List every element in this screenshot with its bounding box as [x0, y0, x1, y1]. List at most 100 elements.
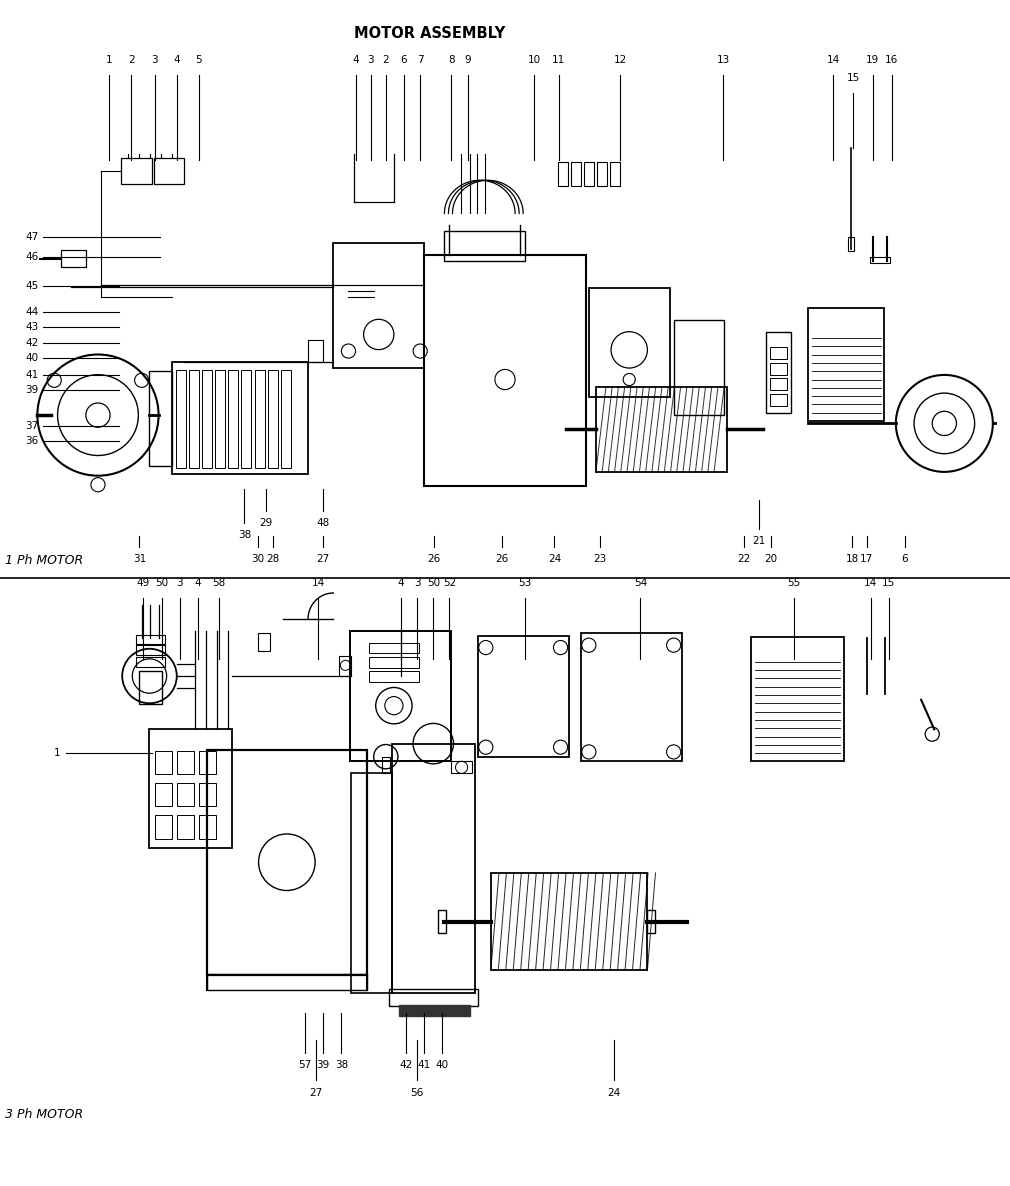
Bar	[382, 757, 390, 773]
Bar	[199, 751, 216, 774]
Text: 44: 44	[25, 307, 38, 317]
Text: 40: 40	[25, 353, 38, 363]
Bar	[770, 394, 787, 406]
Text: 37: 37	[25, 421, 38, 431]
Bar	[177, 751, 194, 774]
Bar	[596, 387, 727, 472]
Text: 19: 19	[866, 56, 880, 65]
Text: 3: 3	[414, 579, 420, 588]
Bar	[597, 162, 607, 186]
Bar	[392, 744, 475, 993]
Bar	[241, 370, 251, 468]
Text: 42: 42	[25, 338, 38, 347]
Text: 43: 43	[25, 323, 38, 332]
Bar	[581, 633, 682, 761]
Bar	[136, 657, 165, 667]
Bar	[202, 370, 212, 468]
Text: 52: 52	[442, 579, 457, 588]
Text: 24: 24	[547, 554, 562, 563]
Bar	[808, 308, 884, 421]
Bar	[369, 643, 419, 653]
Bar	[228, 370, 238, 468]
Text: 18: 18	[845, 554, 860, 563]
Bar	[177, 815, 194, 839]
Bar	[149, 729, 232, 848]
Bar	[647, 910, 655, 933]
Text: 11: 11	[551, 56, 566, 65]
Text: 14: 14	[826, 56, 840, 65]
Text: 3: 3	[177, 579, 183, 588]
Text: 40: 40	[436, 1060, 448, 1070]
Bar	[369, 671, 419, 682]
Bar	[751, 637, 844, 761]
Bar	[255, 370, 265, 468]
Bar	[870, 257, 890, 263]
Text: 39: 39	[25, 385, 38, 395]
Text: 55: 55	[787, 579, 801, 588]
Text: 46: 46	[25, 253, 38, 262]
Text: 7: 7	[417, 56, 423, 65]
Text: 26: 26	[495, 554, 509, 563]
Bar	[451, 761, 472, 773]
Bar	[172, 362, 308, 474]
Bar	[61, 250, 86, 267]
Text: 36: 36	[25, 436, 38, 446]
Text: 4: 4	[398, 579, 404, 588]
Text: 12: 12	[613, 56, 627, 65]
Text: 4: 4	[195, 579, 201, 588]
Bar	[207, 974, 367, 990]
Text: 15: 15	[882, 579, 896, 588]
Circle shape	[932, 412, 956, 435]
Text: 41: 41	[25, 370, 38, 380]
Text: 24: 24	[607, 1088, 621, 1097]
Text: 31: 31	[132, 554, 146, 563]
Text: 54: 54	[633, 579, 647, 588]
Text: 57: 57	[298, 1060, 312, 1070]
Bar	[176, 370, 186, 468]
Text: 14: 14	[311, 579, 325, 588]
Bar	[770, 378, 787, 390]
Text: 10: 10	[528, 56, 540, 65]
Text: 1: 1	[106, 56, 112, 65]
Text: 38: 38	[334, 1060, 348, 1070]
Bar	[589, 288, 670, 397]
Bar	[584, 162, 594, 186]
Text: 3: 3	[152, 56, 158, 65]
Text: 1: 1	[54, 748, 61, 758]
Bar	[155, 751, 172, 774]
Bar	[215, 370, 225, 468]
Bar	[199, 815, 216, 839]
Bar	[136, 635, 165, 644]
Bar	[478, 636, 569, 757]
Bar	[558, 162, 568, 186]
Bar	[155, 815, 172, 839]
Text: 58: 58	[212, 579, 226, 588]
Bar	[333, 243, 424, 368]
Text: 30: 30	[251, 554, 264, 563]
Text: 53: 53	[518, 579, 532, 588]
Text: 15: 15	[846, 74, 861, 83]
Text: 14: 14	[864, 579, 878, 588]
Bar	[438, 910, 446, 933]
Bar	[154, 158, 184, 184]
Text: 28: 28	[266, 554, 280, 563]
Text: 41: 41	[417, 1060, 431, 1070]
Text: 9: 9	[465, 56, 471, 65]
Bar	[339, 656, 351, 676]
Circle shape	[385, 696, 403, 715]
Text: 17: 17	[860, 554, 874, 563]
Text: 5: 5	[196, 56, 202, 65]
Bar	[350, 631, 451, 761]
Text: 50: 50	[156, 579, 168, 588]
Bar	[369, 657, 419, 668]
Text: 42: 42	[399, 1060, 413, 1070]
Bar	[258, 633, 270, 651]
Bar	[770, 347, 787, 359]
Text: 47: 47	[25, 232, 38, 242]
Bar	[444, 231, 525, 261]
Bar	[610, 162, 620, 186]
Bar	[770, 363, 787, 375]
Bar	[177, 783, 194, 806]
Text: 39: 39	[316, 1060, 330, 1070]
Text: 50: 50	[427, 579, 439, 588]
